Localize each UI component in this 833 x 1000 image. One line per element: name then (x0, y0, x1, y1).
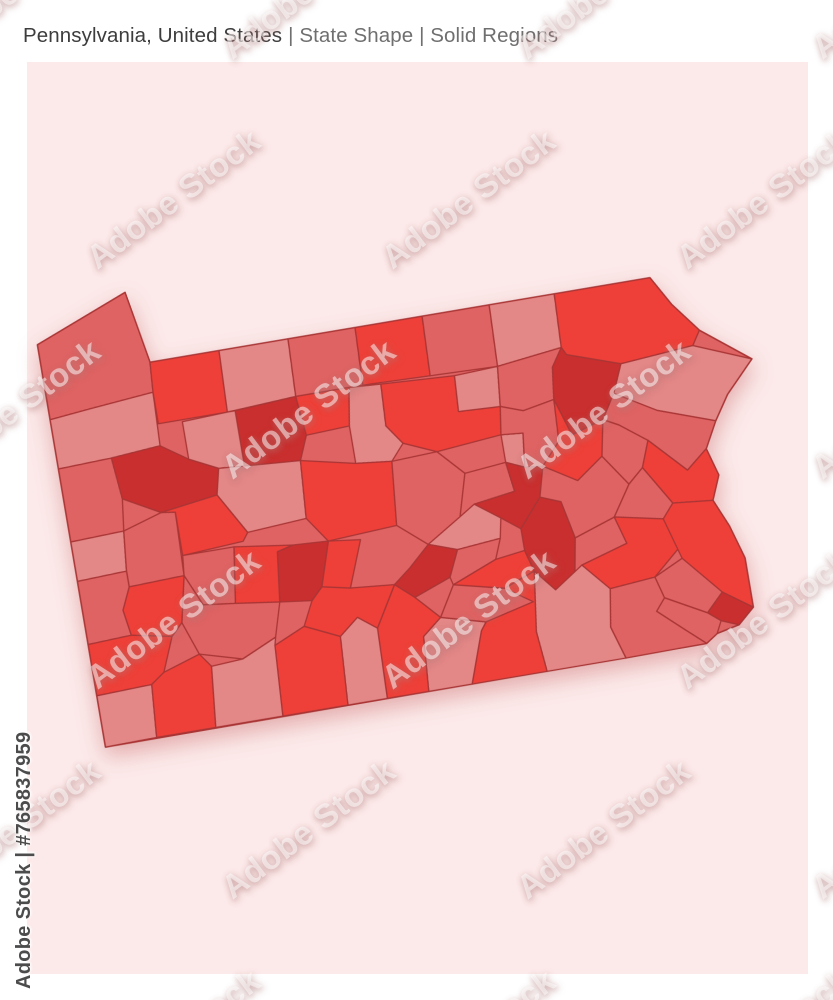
county-mercer (57, 457, 125, 543)
county-elk (234, 395, 307, 467)
county-cumberland (439, 584, 534, 623)
county-bradford (421, 304, 499, 377)
page-title: Pennsylvania, United States | State Shape… (23, 24, 559, 48)
county-philadelphia (706, 591, 754, 626)
title-secondary: | State Shape | Solid Regions (288, 24, 559, 47)
county-somerset (210, 636, 284, 729)
title-primary: Pennsylvania, United States (23, 24, 283, 47)
watermark-vertical: Adobe Stock | #765837959 (13, 731, 35, 989)
county-warren (149, 349, 229, 425)
state-shape (36, 276, 755, 748)
county-greene (96, 683, 158, 748)
county-tioga (354, 315, 431, 386)
map-canvas (27, 62, 808, 974)
watermark-tile: Adobe Stock (804, 0, 833, 67)
watermark-tile: Adobe Stock (804, 331, 833, 486)
watermark-tile: Adobe Stock (804, 751, 833, 906)
county-potter (287, 326, 364, 398)
pennsylvania-county-map (36, 276, 755, 748)
